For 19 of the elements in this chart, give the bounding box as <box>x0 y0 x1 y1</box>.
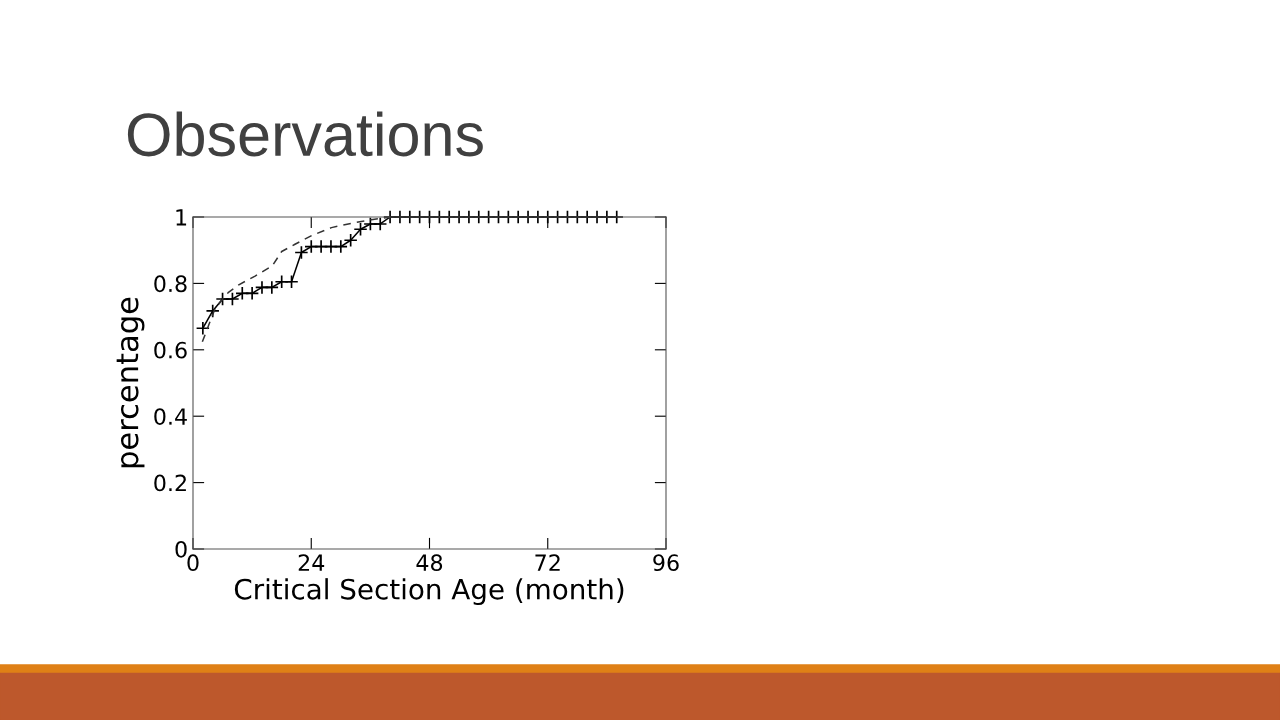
y-tick-label: 0.2 <box>154 474 186 492</box>
point <box>353 222 368 237</box>
y-tick-label: 0 <box>175 540 187 558</box>
x-axis-title: Critical Section Age (month) <box>234 578 624 606</box>
chart-title: Observations <box>127 111 483 157</box>
point <box>195 321 210 336</box>
x-tick-label: 48 <box>416 554 443 572</box>
x-tick-label: 0 <box>187 554 199 572</box>
y-tick-label: 0.6 <box>154 341 187 359</box>
x-tick-label: 24 <box>298 554 325 571</box>
point <box>373 216 388 232</box>
y-tick-label: 0.8 <box>154 275 187 293</box>
y-axis-title: percentage <box>116 297 145 468</box>
y-tick-label: 1 <box>176 209 187 226</box>
y-tick-label: 0.4 <box>154 408 187 425</box>
x-tick-label: 72 <box>535 554 560 571</box>
point <box>205 303 220 319</box>
point <box>284 274 299 289</box>
x-tick-label: 96 <box>653 554 679 572</box>
